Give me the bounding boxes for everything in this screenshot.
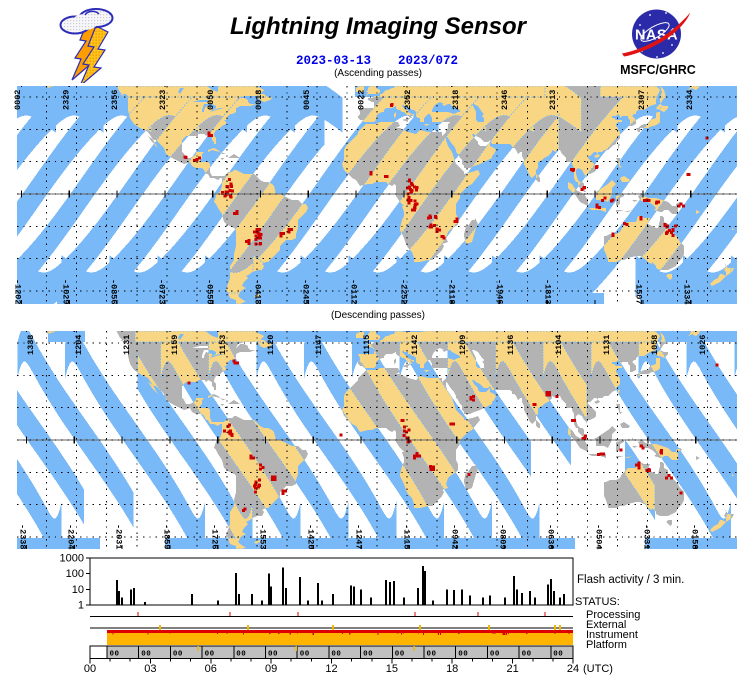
svg-text:00: 00 [236,651,246,659]
svg-text:12: 12 [325,663,337,675]
svg-text:24: 24 [567,663,579,675]
svg-text:-0550: -0550 [205,279,215,305]
svg-text:MSFC/GHRC: MSFC/GHRC [620,63,696,77]
svg-text:00: 00 [363,651,373,659]
svg-text:06: 06 [205,663,217,675]
svg-text:09: 09 [265,663,277,675]
svg-text:100: 100 [66,568,84,580]
svg-text:-1115: -1115 [402,524,412,550]
svg-text:-1029: -1029 [61,279,71,305]
svg-text:2352: 2352 [403,90,413,110]
svg-text:00: 00 [141,651,151,659]
svg-text:2346: 2346 [500,90,510,110]
svg-text:00: 00 [427,651,437,659]
svg-text:0050: 0050 [206,90,216,110]
svg-text:(UTC): (UTC) [583,663,613,675]
svg-text:-0856: -0856 [109,279,119,305]
svg-text:2323: 2323 [158,90,168,110]
svg-text:-0809: -0809 [498,524,508,550]
svg-text:1338: 1338 [26,335,36,355]
svg-text:1120: 1120 [266,335,276,355]
svg-text:03: 03 [144,663,156,675]
svg-text:1159: 1159 [170,335,180,355]
svg-text:-1420: -1420 [306,524,316,550]
svg-text:-2118: -2118 [447,279,457,305]
svg-text:-2031: -2031 [114,524,124,550]
svg-text:-0504: -0504 [594,524,604,550]
svg-text:-1334: -1334 [682,279,692,305]
svg-text:-0636: -0636 [546,524,556,550]
svg-text:00: 00 [268,651,278,659]
svg-text:Platform: Platform [586,639,627,651]
svg-text:0045: 0045 [302,90,312,110]
svg-text:1000: 1000 [60,552,84,564]
svg-text:-1247: -1247 [354,524,364,550]
svg-text:1142: 1142 [410,335,420,355]
svg-text:-1553: -1553 [258,524,268,550]
svg-text:00: 00 [553,651,563,659]
svg-text:-0158: -0158 [690,524,700,550]
svg-text:21: 21 [506,663,518,675]
svg-text:00: 00 [84,663,96,675]
svg-text:10: 10 [72,584,84,596]
svg-text:-0112: -0112 [349,279,359,305]
svg-text:Processing: Processing [586,609,640,621]
svg-text:0002: 0002 [13,90,23,110]
svg-text:1115: 1115 [362,335,372,355]
svg-text:-0245: -0245 [301,279,311,305]
svg-text:2313: 2313 [548,90,558,110]
svg-text:2318: 2318 [451,90,461,110]
svg-text:-1726: -1726 [210,524,220,550]
svg-text:-1202: -1202 [13,279,23,305]
svg-text:-2252: -2252 [399,279,409,305]
svg-text:00: 00 [490,651,500,659]
svg-text:1026: 1026 [698,335,708,355]
svg-text:-1507: -1507 [634,279,644,305]
svg-text:-1946: -1946 [495,279,505,305]
svg-text:NASA: NASA [635,28,678,44]
svg-text:1231: 1231 [122,335,132,355]
svg-text:0022: 0022 [357,90,367,110]
svg-text:00: 00 [522,651,532,659]
svg-text:00: 00 [331,651,341,659]
svg-text:2356: 2356 [110,90,120,110]
svg-text:00: 00 [458,651,468,659]
svg-text:1153: 1153 [218,335,228,355]
svg-text:-1813: -1813 [543,279,553,305]
svg-text:1147: 1147 [314,335,324,355]
svg-text:00: 00 [300,651,310,659]
svg-text:External: External [586,619,626,631]
svg-text:2334: 2334 [685,90,695,110]
svg-text:Flash activity / 3 min.: Flash activity / 3 min. [577,574,684,586]
svg-text:-2338: -2338 [18,524,28,550]
svg-text:2307: 2307 [637,90,647,110]
svg-text:-0942: -0942 [450,524,460,550]
svg-text:00: 00 [110,651,120,659]
svg-text:1204: 1204 [74,335,84,355]
svg-text:1131: 1131 [602,335,612,355]
svg-text:1104: 1104 [554,335,564,355]
svg-text:1136: 1136 [506,335,516,355]
svg-text:-0723: -0723 [157,279,167,305]
svg-text:1: 1 [78,600,84,612]
svg-text:2329: 2329 [62,90,72,110]
svg-text:-1859: -1859 [162,524,172,550]
svg-text:00: 00 [205,651,215,659]
svg-text:-0331: -0331 [642,524,652,550]
svg-text:00: 00 [395,651,405,659]
svg-text:-0418: -0418 [253,279,263,305]
svg-text:1058: 1058 [650,335,660,355]
svg-text:Instrument: Instrument [586,629,638,641]
svg-text:1209: 1209 [458,335,468,355]
svg-text:-2204: -2204 [66,524,76,550]
svg-text:0018: 0018 [254,90,264,110]
svg-text:18: 18 [446,663,458,675]
svg-text:15: 15 [386,663,398,675]
svg-text:00: 00 [173,651,183,659]
svg-text:STATUS:: STATUS: [575,596,620,608]
